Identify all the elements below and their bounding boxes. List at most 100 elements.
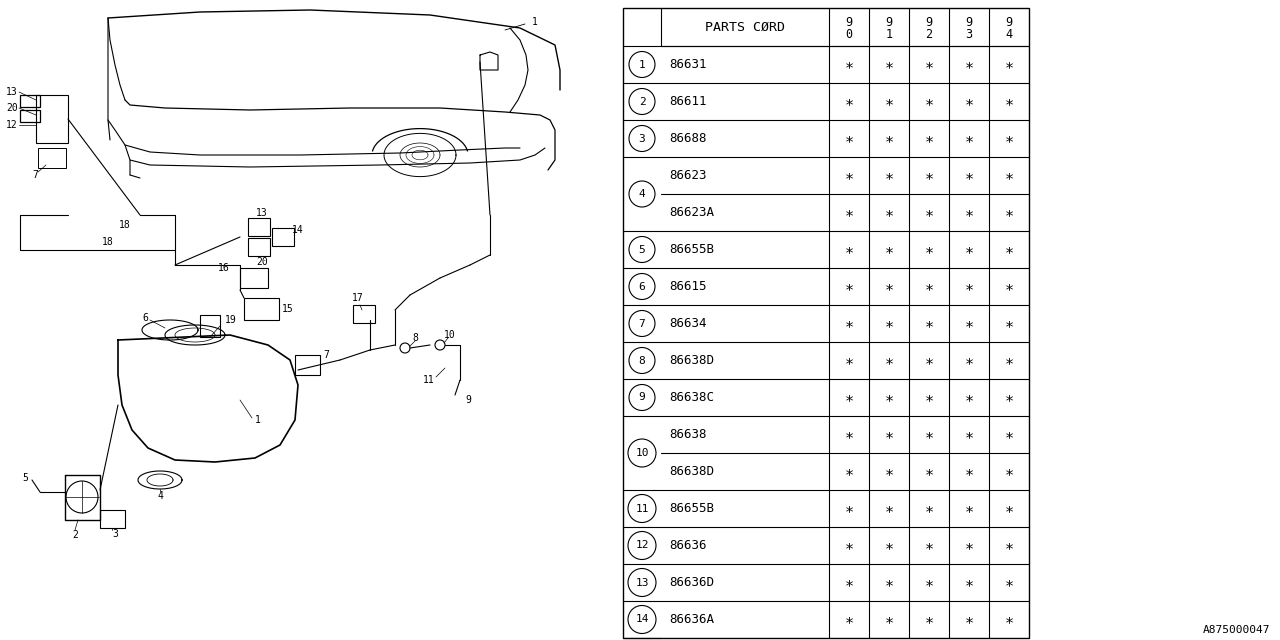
Text: ∗: ∗: [924, 612, 933, 627]
Text: 86638D: 86638D: [669, 465, 714, 478]
Text: ∗: ∗: [924, 279, 933, 294]
Text: ∗: ∗: [884, 131, 893, 146]
Text: ∗: ∗: [964, 279, 974, 294]
Text: 4: 4: [157, 491, 163, 501]
Text: ∗: ∗: [964, 427, 974, 442]
Text: ∗: ∗: [1005, 538, 1014, 553]
Text: 12: 12: [635, 541, 649, 550]
Text: 9: 9: [965, 15, 973, 29]
Text: 13: 13: [256, 208, 268, 218]
Text: ∗: ∗: [964, 353, 974, 368]
Text: ∗: ∗: [924, 390, 933, 405]
Text: 86636D: 86636D: [669, 576, 714, 589]
Text: ∗: ∗: [924, 427, 933, 442]
Text: 3: 3: [639, 134, 645, 143]
Text: A875000047: A875000047: [1202, 625, 1270, 635]
Text: 20: 20: [256, 257, 268, 267]
Text: ∗: ∗: [884, 612, 893, 627]
Text: ∗: ∗: [924, 94, 933, 109]
Text: 2: 2: [72, 530, 78, 540]
Text: 86638D: 86638D: [669, 354, 714, 367]
Bar: [241, 268, 268, 288]
Text: ∗: ∗: [845, 279, 854, 294]
Text: ∗: ∗: [845, 57, 854, 72]
Text: 18: 18: [119, 220, 131, 230]
Text: ∗: ∗: [845, 501, 854, 516]
Text: ∗: ∗: [845, 390, 854, 405]
Text: ∗: ∗: [964, 575, 974, 590]
Text: 86634: 86634: [669, 317, 707, 330]
Text: 9: 9: [465, 395, 471, 405]
Text: ∗: ∗: [845, 94, 854, 109]
Text: 86638C: 86638C: [669, 391, 714, 404]
Bar: [20, 110, 40, 122]
Text: 8: 8: [639, 355, 645, 365]
Text: 11: 11: [424, 375, 435, 385]
Text: 5: 5: [639, 244, 645, 255]
Text: 1: 1: [639, 60, 645, 70]
Text: ∗: ∗: [964, 464, 974, 479]
Text: ∗: ∗: [964, 168, 974, 183]
Text: ∗: ∗: [1005, 94, 1014, 109]
Text: ∗: ∗: [924, 57, 933, 72]
Text: ∗: ∗: [845, 316, 854, 331]
Text: 86623: 86623: [669, 169, 707, 182]
Text: ∗: ∗: [924, 464, 933, 479]
Text: 7: 7: [323, 350, 329, 360]
Text: 6: 6: [142, 313, 148, 323]
Text: ∗: ∗: [924, 168, 933, 183]
Text: ∗: ∗: [924, 131, 933, 146]
Text: 2: 2: [639, 97, 645, 106]
Text: 3: 3: [965, 28, 973, 40]
Text: 2: 2: [925, 28, 933, 40]
Text: 20: 20: [6, 103, 18, 113]
Text: ∗: ∗: [924, 501, 933, 516]
Bar: [248, 218, 270, 236]
Text: ∗: ∗: [1005, 279, 1014, 294]
Bar: [623, 8, 1029, 638]
Bar: [273, 228, 294, 246]
Text: 5: 5: [22, 473, 28, 483]
Text: 4: 4: [1005, 28, 1012, 40]
Text: ∗: ∗: [884, 464, 893, 479]
Text: ∗: ∗: [964, 538, 974, 553]
Text: ∗: ∗: [1005, 427, 1014, 442]
Text: 17: 17: [352, 293, 364, 303]
Text: 86655B: 86655B: [669, 502, 714, 515]
Text: 1: 1: [532, 17, 538, 27]
Text: ∗: ∗: [1005, 464, 1014, 479]
Text: ∗: ∗: [884, 168, 893, 183]
Text: 18: 18: [102, 237, 114, 247]
Text: ∗: ∗: [884, 427, 893, 442]
Text: ∗: ∗: [924, 316, 933, 331]
Text: ∗: ∗: [964, 612, 974, 627]
Text: 10: 10: [635, 448, 649, 458]
Text: ∗: ∗: [924, 205, 933, 220]
Text: 14: 14: [292, 225, 303, 235]
Bar: [353, 305, 375, 323]
Text: ∗: ∗: [1005, 168, 1014, 183]
Text: ∗: ∗: [884, 501, 893, 516]
Bar: [38, 148, 67, 168]
Text: ∗: ∗: [1005, 57, 1014, 72]
Text: 8: 8: [412, 333, 419, 343]
Bar: [244, 298, 279, 320]
Text: 86655B: 86655B: [669, 243, 714, 256]
Text: ∗: ∗: [1005, 242, 1014, 257]
Text: ∗: ∗: [884, 57, 893, 72]
Text: ∗: ∗: [964, 205, 974, 220]
Bar: [294, 355, 320, 375]
Text: ∗: ∗: [884, 353, 893, 368]
Text: 15: 15: [282, 304, 293, 314]
Text: 1: 1: [886, 28, 892, 40]
Text: ∗: ∗: [845, 427, 854, 442]
Text: 86636: 86636: [669, 539, 707, 552]
Text: 14: 14: [635, 614, 649, 625]
Text: 86638: 86638: [669, 428, 707, 441]
Text: 7: 7: [639, 319, 645, 328]
Text: ∗: ∗: [1005, 390, 1014, 405]
Text: ∗: ∗: [964, 94, 974, 109]
Text: 16: 16: [219, 263, 230, 273]
Text: 13: 13: [6, 87, 18, 97]
Text: ∗: ∗: [964, 242, 974, 257]
